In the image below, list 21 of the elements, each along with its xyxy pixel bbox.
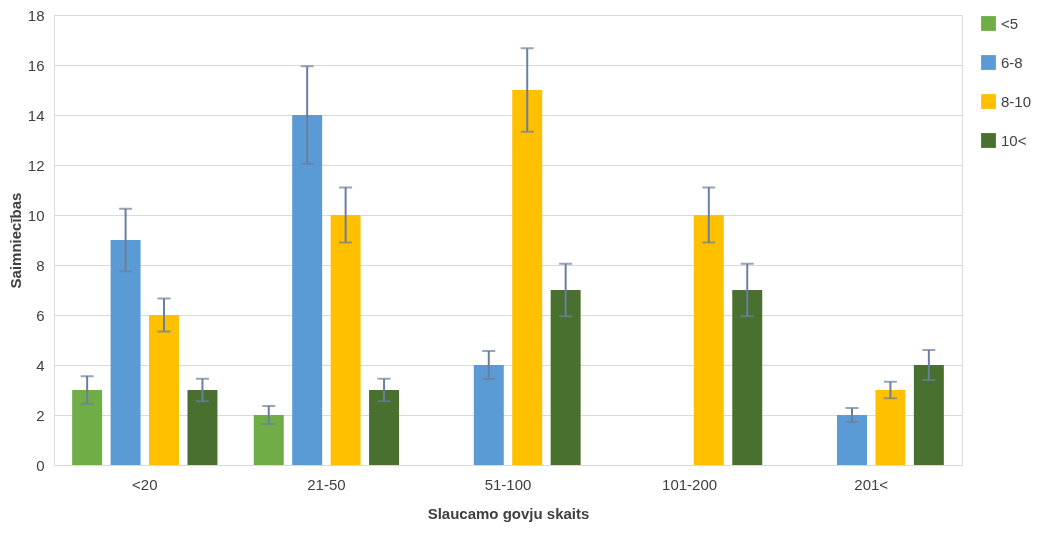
- y-tick-label: 6: [36, 306, 45, 324]
- y-tick-label: 8: [36, 256, 45, 274]
- x-tick-label: <20: [132, 475, 158, 493]
- legend-label: 6-8: [1001, 53, 1023, 71]
- x-tick-label: 201<: [854, 475, 889, 493]
- y-tick-label: 4: [36, 356, 45, 374]
- y-tick-label: 0: [36, 456, 45, 474]
- y-tick-label: 14: [27, 106, 45, 124]
- y-tick-label: 16: [27, 56, 45, 74]
- y-axis-title: Saimniecības: [6, 192, 24, 289]
- y-tick-label: 2: [36, 406, 45, 424]
- legend-label: 10<: [1001, 131, 1027, 149]
- x-tick-label: 51-100: [484, 475, 532, 493]
- y-tick-label: 18: [27, 6, 45, 24]
- x-tick-label: 21-50: [307, 475, 346, 493]
- legend-label: 8-10: [1001, 92, 1032, 110]
- x-axis-title: Slaucamo govju skaits: [427, 504, 590, 522]
- y-tick-label: 10: [27, 206, 45, 224]
- x-tick-label: 101-200: [662, 475, 718, 493]
- legend-label: <5: [1001, 14, 1019, 32]
- y-tick-label: 12: [27, 156, 45, 174]
